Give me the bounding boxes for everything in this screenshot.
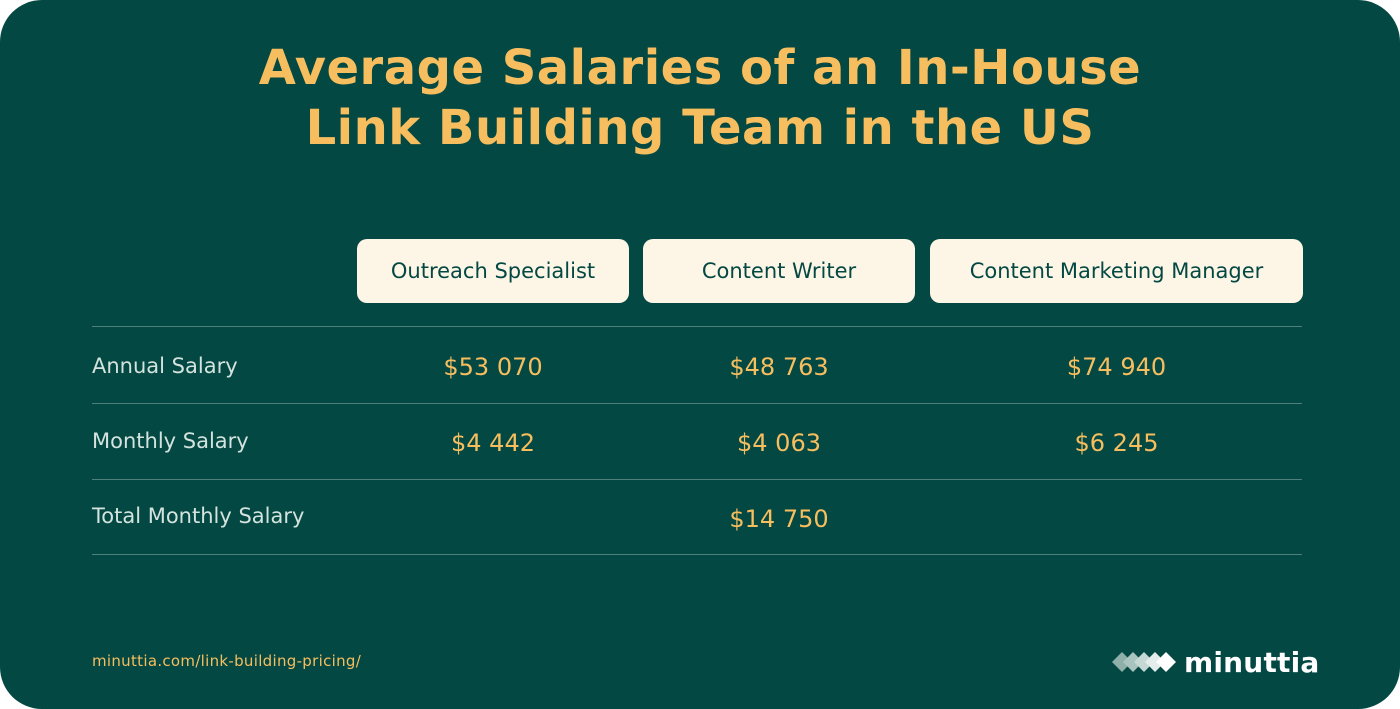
cell-annual-content-marketing-manager: $74 940 (1066, 353, 1167, 381)
logo-wordmark: minuttia (1184, 645, 1320, 679)
cell-annual-content-writer: $48 763 (729, 353, 829, 381)
column-header-content-writer: Content Writer (643, 239, 915, 303)
title-line-2: Link Building Team in the US (305, 100, 1095, 156)
row-label-monthly-salary: Monthly Salary (92, 429, 249, 453)
title-line-1: Average Salaries of an In-House (258, 40, 1142, 96)
row-label-total-monthly-salary: Total Monthly Salary (92, 504, 305, 528)
table-divider (92, 326, 1302, 327)
cell-total-content-writer: $14 750 (729, 505, 829, 533)
cell-monthly-content-marketing-manager: $6 245 (1074, 429, 1159, 457)
page-title: Average Salaries of an In-House Link Bui… (150, 38, 1250, 158)
diamond-chain-icon (1112, 652, 1176, 672)
table-divider (92, 554, 1302, 555)
row-label-annual-salary: Annual Salary (92, 354, 238, 378)
brand-logo: minuttia (1112, 645, 1320, 679)
cell-monthly-content-writer: $4 063 (737, 429, 821, 457)
table-divider (92, 479, 1302, 480)
source-url: minuttia.com/link-building-pricing/ (92, 652, 362, 670)
table-divider (92, 403, 1302, 404)
cell-annual-outreach-specialist: $53 070 (443, 353, 543, 381)
column-header-outreach-specialist: Outreach Specialist (357, 239, 629, 303)
cell-monthly-outreach-specialist: $4 442 (451, 429, 535, 457)
column-header-content-marketing-manager: Content Marketing Manager (930, 239, 1303, 303)
